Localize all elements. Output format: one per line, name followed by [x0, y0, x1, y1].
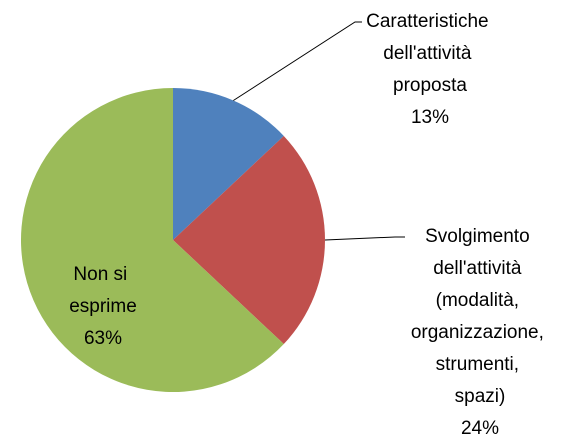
pie-slice	[20, 88, 284, 392]
label-line: spazi)	[455, 386, 506, 407]
label-line: (modalità,	[436, 290, 525, 311]
value-label: 24%	[461, 418, 499, 439]
label-line: dell'attività	[383, 43, 476, 64]
label-line: strumenti,	[436, 354, 525, 375]
leader-line	[324, 236, 405, 241]
leader-line	[233, 21, 362, 101]
slice-label: Caratteristiche dell'attività proposta	[366, 11, 494, 96]
pie-slice	[173, 135, 325, 345]
value-label: 63%	[84, 328, 122, 349]
value-label: 13%	[411, 107, 449, 128]
label-line: Svolgimento	[425, 226, 535, 247]
label-line: dell'attività	[433, 258, 526, 279]
label-line: proposta	[393, 75, 467, 96]
slice-label: Svolgimento dell'attività (modalità, org…	[411, 226, 549, 407]
label-line: Caratteristiche	[366, 11, 494, 32]
pie-slice	[173, 88, 284, 240]
label-line: organizzazione,	[411, 322, 549, 343]
label-line: Non si	[73, 264, 132, 285]
slice-label: Non si esprime	[69, 264, 137, 317]
label-line: esprime	[69, 296, 137, 317]
